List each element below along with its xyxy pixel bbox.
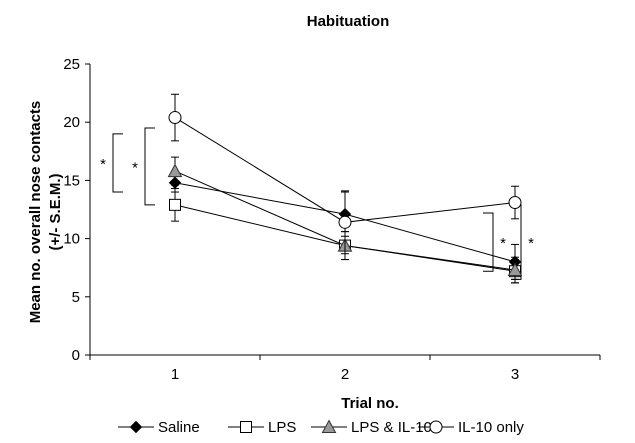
significance-bracket — [112, 133, 123, 193]
axes: 0 5 10 15 20 25 1 2 3 — [63, 56, 601, 383]
legend-label: LPS & IL-10 — [351, 419, 432, 436]
legend-item-saline: Saline — [118, 419, 200, 436]
chart-title: Habituation — [307, 13, 390, 30]
x-tick-label: 3 — [511, 366, 519, 383]
legend-marker — [321, 419, 337, 433]
series-il-10-only — [168, 93, 522, 255]
y-axis-label-line-2: (+/- S.E.M.) — [47, 173, 64, 250]
data-point — [169, 198, 181, 211]
legend-label: Saline — [158, 419, 200, 436]
significance-bracket — [483, 212, 494, 272]
data-point — [167, 163, 183, 178]
legend-item-lps: LPS — [228, 419, 296, 436]
y-axis-label-line-1: Mean no. overall nose contacts — [27, 101, 44, 324]
legend-item-il-10-only: IL-10 only — [418, 419, 524, 436]
legend-item-lps-il-10: LPS & IL-10 — [311, 419, 432, 436]
significance-label: * — [132, 159, 138, 176]
y-axis-label: Mean no. overall nose contacts (+/- S.E.… — [27, 101, 64, 324]
significance-label: * — [528, 235, 534, 252]
data-point — [338, 215, 352, 229]
significance-brackets: * * * * — [100, 127, 534, 280]
x-tick-label: 1 — [171, 366, 179, 383]
significance-label: * — [500, 235, 506, 252]
y-tick-label: 20 — [63, 114, 80, 131]
legend: Saline LPS LPS & IL-10 IL-10 only — [118, 419, 524, 436]
legend-label: IL-10 only — [458, 419, 524, 436]
legend-label: LPS — [268, 419, 296, 436]
data-point — [168, 111, 182, 125]
significance-bracket — [144, 127, 155, 206]
y-tick-label: 15 — [63, 172, 80, 189]
legend-marker — [240, 421, 252, 433]
x-axis-label: Trial no. — [341, 395, 399, 412]
series-layer — [167, 93, 523, 284]
significance-label: * — [100, 156, 106, 173]
legend-marker — [129, 420, 143, 434]
data-point — [507, 262, 523, 277]
x-tick-label: 2 — [341, 366, 349, 383]
legend-marker — [429, 420, 443, 434]
y-tick-label: 25 — [63, 56, 80, 73]
y-tick-label: 10 — [63, 231, 80, 248]
y-tick-label: 0 — [72, 347, 80, 364]
y-tick-label: 5 — [72, 289, 80, 306]
data-point — [508, 196, 522, 210]
